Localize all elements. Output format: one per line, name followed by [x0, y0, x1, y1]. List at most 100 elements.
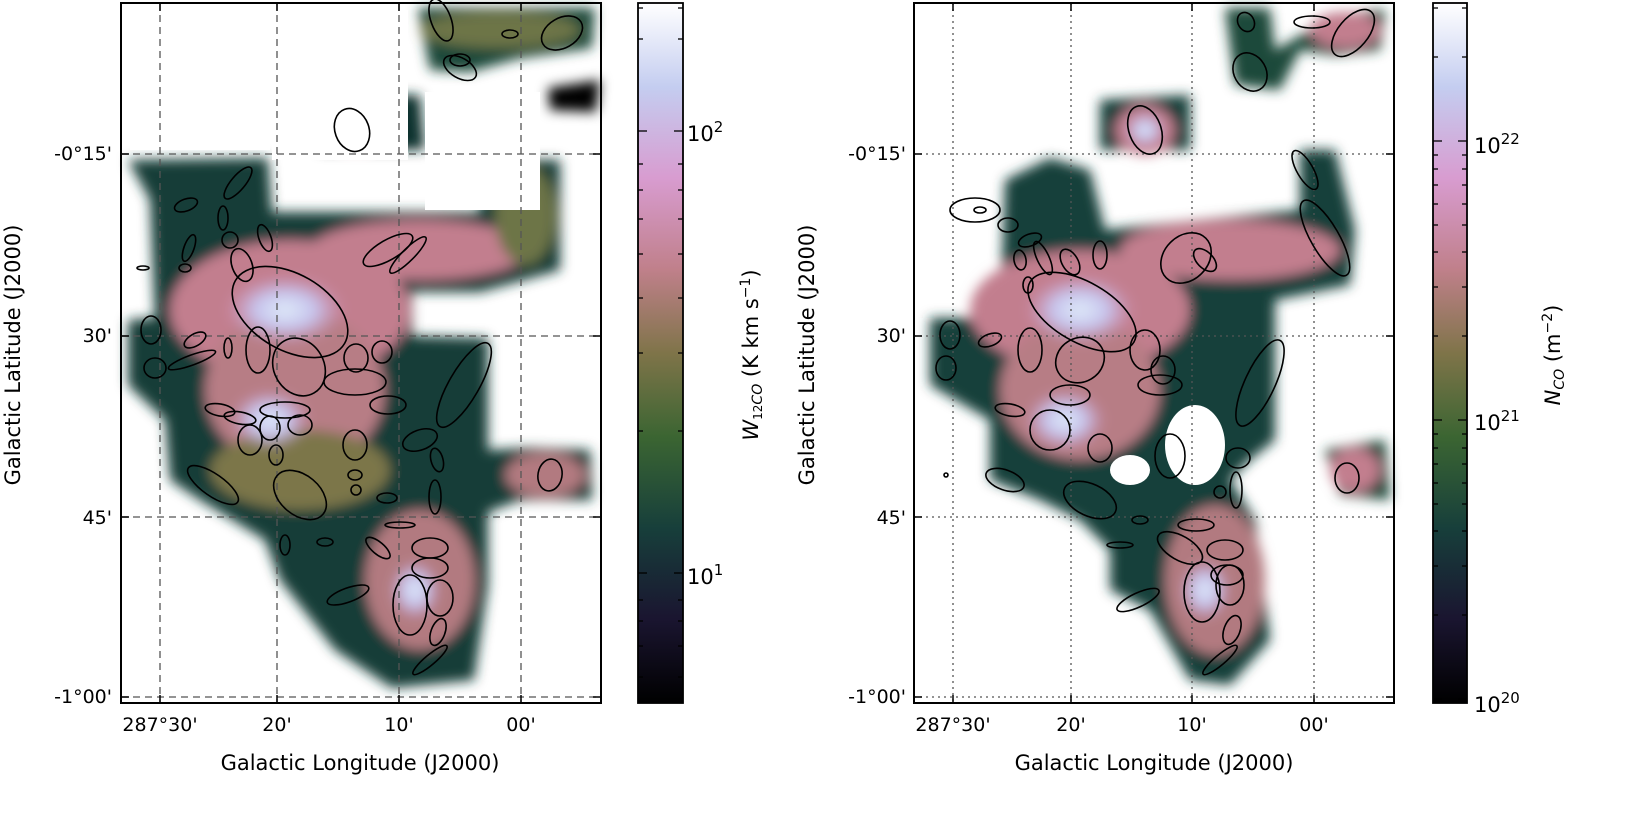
left-clump-ellipse-8	[389, 236, 427, 274]
left-xtick-3: 10'	[384, 714, 413, 736]
left-clump-ellipse-12	[231, 265, 349, 359]
right-clump-ellipse-38	[1213, 485, 1227, 499]
right-frame	[913, 2, 1395, 704]
right-colorbar-label: NCO (m−2)	[1540, 305, 1568, 406]
left-ylabel: Galactic Latitude (J2000)	[1, 225, 25, 486]
left-xtick-1: 287°30'	[122, 714, 197, 736]
right-clump-ellipse-8	[973, 206, 987, 214]
right-clump-ellipse-20	[977, 332, 1003, 348]
left-clump-ellipse-31	[268, 444, 284, 466]
left-clump-ellipse-5	[221, 231, 239, 249]
right-clump-ellipse-31	[1087, 433, 1113, 463]
left-frame	[120, 2, 602, 704]
left-clump-ellipse-32	[342, 429, 368, 461]
left-clump-ellipse-21	[323, 368, 387, 396]
left-clump-ellipse-48	[326, 584, 370, 606]
left-clump-ellipse-47	[411, 557, 449, 579]
right-clump-ellipse-35	[1334, 462, 1360, 494]
left-clump-ellipse-41	[428, 479, 442, 515]
left-grid	[121, 3, 601, 703]
left-ytick-2: 30'	[83, 325, 112, 347]
left-colorbar	[637, 2, 684, 704]
right-ylabel: Galactic Latitude (J2000)	[795, 225, 819, 486]
left-clump-ellipse-57	[449, 53, 471, 67]
right-clump-ellipse-19	[939, 320, 961, 350]
right-ytick-1: -0°15'	[848, 143, 906, 165]
right-clump-ellipse-9	[997, 217, 1019, 233]
right-colorbar	[1432, 2, 1468, 704]
left-clump-ellipse-14	[183, 331, 207, 349]
left-clump-ellipse-15	[245, 326, 271, 374]
right-xtick-4: 00'	[1299, 714, 1328, 736]
left-clump-ellipse-45	[365, 536, 391, 560]
right-clump-ellipse-48	[1202, 644, 1238, 676]
right-clump-ellipse-6	[1299, 199, 1351, 277]
right-clump-ellipse-18	[1027, 271, 1137, 353]
left-map-gap	[130, 10, 270, 150]
right-clump-ellipse-39	[1131, 515, 1149, 525]
right-clump-ellipse-40	[1177, 518, 1215, 532]
left-xlabel: Galactic Longitude (J2000)	[221, 751, 500, 775]
right-clump-ellipse-14	[1059, 248, 1081, 276]
left-clump-ellipse-51	[429, 617, 447, 647]
left-panel: -0°15' 30' 45' -1°00' 287°30' 20' 10' 00…	[1, 0, 766, 775]
left-clump-ellipse-3	[217, 205, 229, 231]
right-clump-ellipse-32	[1154, 433, 1186, 479]
right-cb-label-1e20: 1020	[1474, 689, 1520, 717]
right-clump-ellipse-15	[1092, 240, 1108, 270]
right-clump-ellipse-16	[1160, 232, 1212, 284]
right-clump-ellipse-3	[1330, 8, 1376, 58]
right-map-gap	[1165, 405, 1225, 485]
left-clump-ellipse-36	[186, 464, 240, 506]
left-clump-ellipse-54	[501, 29, 519, 39]
right-ytick-2: 30'	[877, 325, 906, 347]
right-cb-label-1e22: 1022	[1474, 130, 1520, 158]
right-clump-ellipse-50	[943, 472, 949, 478]
left-ticks	[121, 3, 601, 703]
right-clump-ellipse-5	[1291, 149, 1319, 191]
right-clump-ellipses	[935, 8, 1376, 676]
left-clump-ellipse-6	[181, 233, 197, 263]
left-colorbar-label: W12CO (K km s−1)	[738, 269, 766, 440]
right-xlabel: Galactic Longitude (J2000)	[1015, 751, 1294, 775]
right-clump-ellipse-33	[1225, 447, 1251, 469]
left-clump-ellipse-27	[223, 410, 257, 426]
right-clump-ellipse-41	[1156, 530, 1204, 566]
left-clump-ellipse-30	[287, 414, 313, 436]
right-ytick-3: 45'	[877, 507, 906, 529]
right-clump-ellipse-7	[949, 197, 1001, 223]
left-clump-ellipse-11	[136, 265, 150, 271]
right-clump-ellipse-24	[1150, 355, 1176, 385]
right-clump-ellipse-44	[1116, 587, 1160, 613]
left-clump-ellipse-23	[143, 357, 167, 379]
right-clump-ellipse-27	[935, 355, 957, 381]
right-clump-ellipse-37	[1062, 480, 1118, 520]
left-clump-ellipse-10	[178, 263, 192, 273]
left-map-gap	[272, 10, 408, 160]
right-clump-ellipse-22	[1054, 336, 1106, 384]
right-clump-ellipse-29	[994, 402, 1026, 418]
left-clump-ellipse-56	[442, 54, 478, 82]
right-clump-ellipse-4	[1126, 105, 1164, 155]
left-clump-ellipse-55	[540, 15, 584, 51]
left-clump-ellipses	[136, 0, 584, 676]
left-clump-ellipse-39	[350, 484, 362, 496]
right-clump-ellipse-21	[1017, 327, 1043, 373]
left-map-gap	[425, 92, 540, 210]
left-clump-ellipse-42	[384, 521, 416, 529]
right-panel: -0°15' 30' 45' -1°00' 287°30' 20' 10' 00…	[795, 2, 1568, 775]
left-clump-ellipse-37	[272, 469, 328, 521]
left-clump-ellipse-18	[167, 349, 217, 371]
left-clump-ellipse-1	[223, 166, 253, 200]
right-clump-ellipse-10	[1017, 232, 1043, 248]
right-clump-ellipse-12	[1013, 249, 1027, 271]
left-clump-ellipse-25	[369, 395, 407, 415]
right-clump-ellipse-1	[1232, 52, 1268, 92]
right-map-gap	[1110, 455, 1150, 485]
left-clump-ellipse-13	[140, 315, 162, 345]
right-clump-ellipse-23	[1129, 329, 1161, 371]
right-clump-ellipse-11	[1032, 240, 1054, 276]
left-clump-ellipse-2	[173, 197, 199, 213]
left-clump-ellipse-7	[362, 232, 414, 268]
